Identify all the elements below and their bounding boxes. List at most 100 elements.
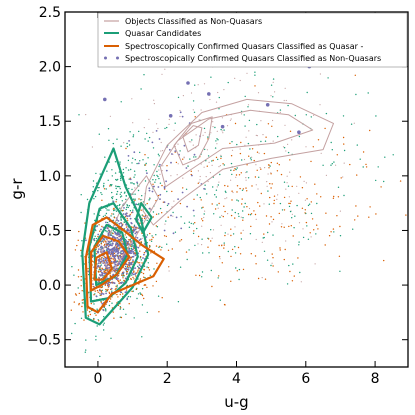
misclassified-point [127,230,129,232]
candidate-point [132,134,135,136]
confirmed-quasar-point [368,216,370,218]
confirmed-quasar-point [78,230,80,233]
confirmed-quasar-point [254,213,257,216]
non-quasar-point [227,233,229,235]
candidate-point [81,240,83,242]
candidate-point [352,228,354,230]
confirmed-quasar-point [202,220,204,222]
non-quasar-point [234,226,236,228]
non-quasar-point [153,99,155,101]
confirmed-quasar-point [106,290,109,292]
candidate-point [194,84,196,86]
candidate-point [219,173,221,176]
candidate-point [272,234,274,236]
confirmed-quasar-point [324,244,326,246]
candidate-point [288,264,290,267]
non-quasar-point [291,213,293,215]
misclassified-point [118,233,120,236]
non-quasar-point [266,185,268,187]
confirmed-quasar-point [115,201,117,203]
candidate-point [147,262,149,264]
candidate-point [146,311,148,314]
confirmed-quasar-point [125,226,128,228]
x-axis-label: u-g [224,393,248,411]
misclassified-point [95,295,98,298]
confirmed-quasar-point [113,317,115,319]
candidate-point [144,277,146,279]
candidate-point [106,170,108,172]
candidate-point [131,244,133,246]
misclassified-point [128,248,131,251]
candidate-point [287,185,290,187]
y-axis-label: g-r [8,178,26,200]
misclassified-point [101,292,103,295]
misclassified-point [130,261,133,264]
candidate-point [232,233,235,235]
candidate-point [111,302,113,304]
confirmed-quasar-point [139,278,142,280]
candidate-point [293,227,295,229]
misclassified-point [101,247,104,250]
confirmed-quasar-point [264,278,267,280]
confirmed-quasar-point [292,235,294,237]
candidate-point [227,250,229,253]
candidate-point [166,243,168,245]
candidate-point [247,142,250,145]
candidate-point [117,185,120,188]
candidate-point [138,130,140,133]
candidate-point [201,207,203,209]
candidate-point [193,111,196,114]
misclassified-point [126,244,129,246]
confirmed-quasar-point [246,164,248,166]
candidate-point [254,74,256,76]
misclassified-point [119,291,122,293]
non-quasar-point [286,182,288,184]
candidate-point [264,140,267,142]
non-quasar-point [263,203,265,205]
misclassified-point [117,263,120,266]
confirmed-quasar-point [134,199,136,202]
candidate-point [102,215,105,218]
non-quasar-point [274,91,276,93]
candidate-point [147,140,149,142]
candidate-point [281,209,284,211]
candidate-point [121,200,124,202]
non-quasar-contour [142,98,334,226]
candidate-point [119,177,122,180]
candidate-point [138,202,140,205]
candidate-point [294,215,296,217]
confirmed-quasar-point [113,217,116,219]
candidate-point [269,165,271,167]
non-quasar-point [203,166,205,168]
candidate-point [80,211,82,214]
misclassified-point [136,181,139,184]
non-quasar-point [260,120,262,122]
non-quasar-point [264,167,266,169]
non-quasar-point [342,176,344,178]
confirmed-quasar-point [122,293,124,295]
confirmed-quasar-point [103,256,106,258]
non-quasar-point [240,216,242,218]
confirmed-quasar-point [105,269,107,271]
candidate-point [120,191,122,194]
confirmed-quasar-point [107,269,109,271]
candidate-point [150,240,153,242]
non-quasar-point [272,140,274,142]
misclassified-point [112,281,115,284]
legend-label-candidates: Quasar Candidates [125,29,201,38]
misclassified-point [100,240,103,243]
candidate-point [114,161,117,163]
candidate-point [129,210,132,212]
candidate-point [231,141,233,143]
candidate-point [231,209,233,211]
candidate-point [136,297,138,300]
candidate-point [127,169,130,171]
misclassified-point [104,273,107,275]
candidate-point [84,351,87,353]
confirmed-quasar-point [265,215,268,217]
candidate-point [322,164,324,166]
non-quasar-point [197,170,199,172]
candidate-point [174,122,176,124]
non-quasar-contour [182,125,203,153]
candidate-point [250,159,252,161]
